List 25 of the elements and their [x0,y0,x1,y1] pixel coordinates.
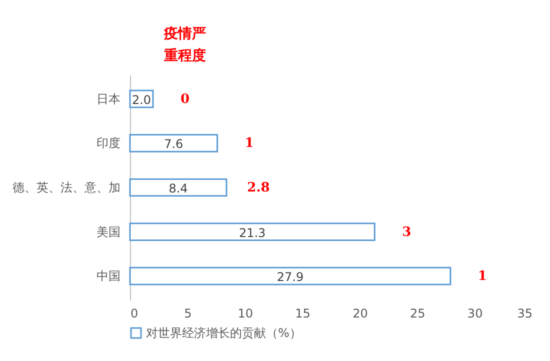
x-tick-label: 0 [130,306,138,320]
x-tick-label: 10 [238,306,253,320]
y-tick-label: 德、英、法、意、加 [12,180,120,194]
annotation: 1 [244,136,254,152]
legend-label: 对世界经济增长的贡献（%） [146,326,302,340]
data-label: 7.6 [164,137,184,152]
data-label: 27.9 [276,270,304,284]
x-tick-label: 35 [517,306,532,320]
text: 疫情严重程度 [163,25,206,64]
y-tick-label: 美国 [96,224,120,239]
y-tick-label: 中国 [96,269,120,284]
annotation: 3 [402,224,412,240]
x-tick-label: 30 [467,306,483,320]
y-tick-label: 印度 [96,136,120,150]
y-tick-label: 日本 [96,92,120,106]
data-label: 21.3 [238,226,266,240]
x-tick-label: 5 [184,306,192,320]
annotation: 2.8 [247,180,270,196]
x-tick-label: 25 [410,306,426,320]
data-label: 2.0 [132,92,152,107]
x-tick-label: 15 [295,306,310,320]
annotation: 0 [180,92,190,107]
data-label: 8.4 [168,182,188,196]
annotation: 1 [478,269,487,284]
x-tick-label: 20 [352,306,368,320]
